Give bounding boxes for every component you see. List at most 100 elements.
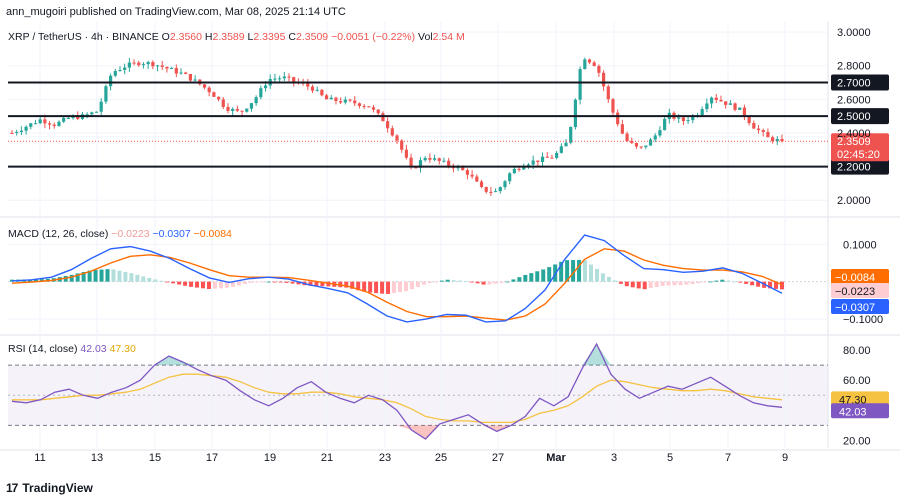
tradingview-footer[interactable]: 17 TradingView	[6, 480, 93, 496]
candle-down	[771, 137, 775, 142]
candle-up	[57, 121, 61, 126]
candle-down	[625, 133, 629, 142]
macd-histogram-bar	[612, 280, 617, 282]
macd-histogram-bar	[380, 281, 385, 294]
macd-histogram-bar	[242, 281, 247, 284]
candle-up	[179, 72, 183, 74]
macd-histogram-bar	[750, 281, 755, 286]
macd-histogram-bar	[111, 269, 116, 282]
candle-up	[118, 69, 122, 72]
candle-up	[99, 101, 103, 112]
price-tick-label: 2.4000	[837, 128, 871, 140]
macd-histogram-bar	[493, 281, 498, 284]
rsi-oversold-fill	[397, 425, 412, 430]
candle-up	[709, 97, 714, 104]
rsi-legend-ma: 47.30	[110, 343, 136, 355]
candle-up	[677, 117, 681, 119]
candle-down	[592, 62, 596, 66]
macd-histogram-bar	[93, 269, 98, 282]
macd-histogram-bar	[511, 279, 516, 282]
macd-histogram-bar	[738, 281, 743, 283]
candle-up	[573, 99, 578, 127]
legend-vol: 2.54 M	[433, 31, 465, 43]
macd-histogram-bar	[308, 281, 313, 286]
macd-value-badge	[831, 299, 889, 314]
candle-down	[639, 146, 643, 148]
candle-up	[705, 103, 709, 110]
candle-up	[62, 117, 66, 122]
macd-histogram-bar	[159, 280, 164, 282]
macd-histogram-bar	[720, 279, 725, 282]
macd-histogram-bar	[469, 281, 474, 283]
macd-legend-title: MACD (12, 26, close)	[8, 228, 111, 240]
candle-down	[235, 108, 239, 111]
macd-histogram-bar	[87, 270, 92, 282]
candle-down	[216, 96, 221, 100]
legend-vol-label: Vol	[418, 31, 433, 43]
candle-down	[376, 109, 380, 114]
macd-histogram-bar	[654, 281, 659, 287]
candle-down	[756, 128, 761, 131]
candle-down	[184, 72, 188, 74]
macd-histogram-bar	[153, 279, 158, 282]
candle-up	[90, 112, 94, 115]
candle-up	[249, 103, 254, 109]
macd-histogram-bar	[212, 281, 217, 289]
candle-up	[508, 173, 512, 182]
macd-histogram-bar	[81, 271, 86, 282]
x-tick-label: 27	[492, 452, 504, 464]
candle-down	[414, 167, 418, 169]
candle-down	[339, 101, 343, 103]
macd-histogram-bar	[768, 281, 773, 289]
rsi-ma-line	[12, 373, 783, 424]
candle-down	[47, 123, 52, 125]
macd-histogram-bar	[99, 269, 104, 282]
x-tick-label: 13	[91, 452, 103, 464]
macd-histogram-bar	[780, 281, 784, 290]
macd-histogram-bar	[105, 269, 110, 282]
macd-histogram-bar	[403, 281, 408, 292]
candle-down	[545, 156, 549, 158]
price-tick-label: 2.8000	[837, 61, 871, 73]
macd-histogram-bar	[236, 281, 241, 286]
candle-down	[550, 157, 554, 159]
candle-down	[52, 124, 56, 126]
level-badge-label: 2.5000	[837, 111, 871, 123]
macd-histogram-bar	[344, 281, 349, 288]
candle-up	[113, 71, 117, 76]
macd-histogram-bar	[296, 281, 301, 285]
candle-up	[522, 166, 526, 170]
macd-histogram-bar	[684, 281, 689, 285]
candle-down	[766, 132, 770, 138]
last-price-badge	[831, 133, 889, 162]
legend-low: 2.3395	[253, 31, 288, 43]
macd-histogram-bar	[392, 281, 397, 294]
macd-histogram-bar	[487, 281, 492, 285]
x-tick-label: 25	[435, 452, 447, 464]
candle-down	[724, 101, 728, 105]
macd-histogram-bar	[642, 281, 647, 290]
last-price-value: 2.3509	[837, 136, 871, 148]
macd-histogram-bar	[714, 280, 719, 282]
candle-up	[282, 76, 286, 79]
candle-down	[188, 73, 193, 81]
macd-histogram-bar	[618, 281, 623, 284]
candle-down	[324, 95, 329, 100]
candle-down	[780, 138, 784, 142]
macd-histogram-bar	[559, 261, 564, 282]
macd-histogram-bar	[445, 279, 450, 282]
candle-up	[19, 130, 23, 133]
candle-up	[33, 123, 38, 125]
candle-up	[141, 64, 146, 66]
macd-histogram-bar	[457, 280, 462, 282]
candle-up	[123, 67, 127, 70]
macd-histogram-bar	[272, 281, 277, 283]
candle-down	[470, 174, 474, 177]
candle-down	[536, 160, 540, 162]
candle-up	[691, 115, 695, 121]
candle-up	[94, 111, 99, 113]
candle-down	[479, 181, 484, 187]
candle-up	[644, 145, 648, 148]
candle-down	[437, 158, 441, 161]
candle-down	[719, 99, 723, 102]
